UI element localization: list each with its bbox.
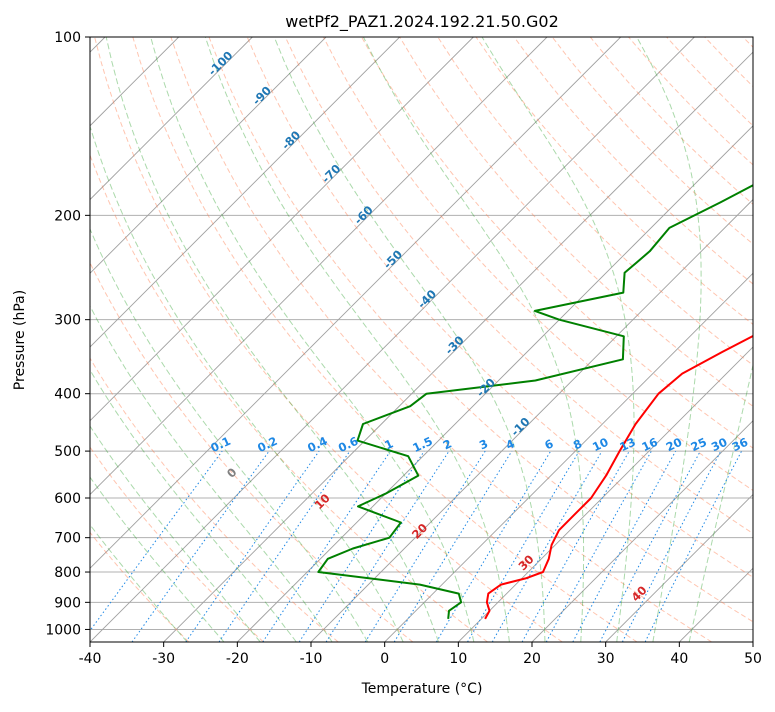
x-tick-label: -30 [152,651,175,667]
x-tick-label: 20 [523,651,541,667]
y-tick-label: 800 [54,565,81,581]
x-tick-label: 40 [670,651,688,667]
x-tick-label: 50 [744,651,762,667]
x-tick-label: 30 [597,651,615,667]
y-tick-label: 900 [54,595,81,611]
y-tick-label: 500 [54,444,81,460]
x-tick-label: -40 [79,651,102,667]
y-tick-label: 600 [54,491,81,507]
x-tick-label: 0 [380,651,389,667]
x-axis-label: Temperature (°C) [361,681,483,697]
y-tick-label: 100 [54,30,81,46]
y-tick-label: 300 [54,313,81,329]
y-tick-label: 700 [54,531,81,547]
x-tick-label: 10 [449,651,467,667]
x-tick-label: -20 [226,651,249,667]
x-tick-label: -10 [300,651,323,667]
y-tick-label: 1000 [45,622,81,638]
y-tick-label: 400 [54,387,81,403]
chart-title: wetPf2_PAZ1.2024.192.21.50.G02 [285,12,559,32]
y-tick-label: 200 [54,208,81,224]
y-axis-label: Pressure (hPa) [12,290,28,390]
